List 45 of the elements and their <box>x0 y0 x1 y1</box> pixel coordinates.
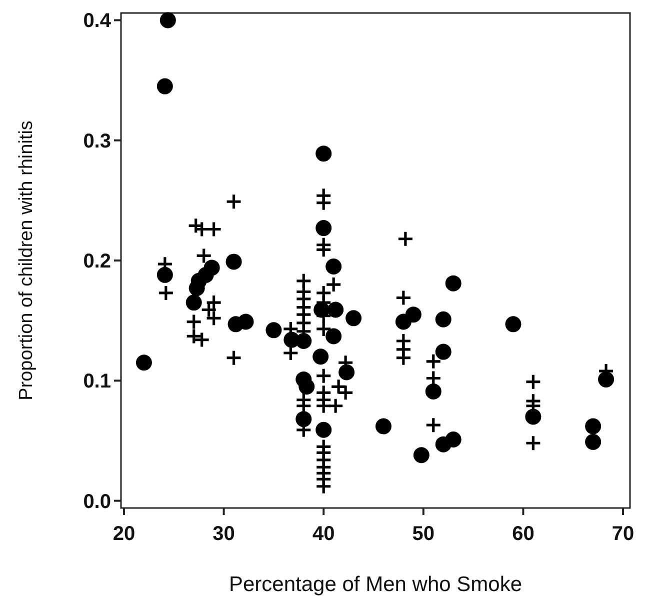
x-tick-label: 50 <box>412 523 435 545</box>
x-tick-label: 20 <box>112 523 136 545</box>
point <box>328 302 344 318</box>
point <box>375 418 392 434</box>
x-tick-label: 30 <box>212 523 235 545</box>
point <box>156 266 173 283</box>
point <box>316 146 332 162</box>
y-tick-label: 0.0 <box>83 490 111 513</box>
point <box>326 328 342 344</box>
point <box>525 408 542 425</box>
point <box>585 434 602 450</box>
point <box>316 220 332 236</box>
x-tick-label: 70 <box>612 523 634 545</box>
point <box>505 316 522 332</box>
y-axis-title: Proportion of children with rhinitis <box>16 120 37 400</box>
point <box>445 275 462 292</box>
point <box>160 12 176 28</box>
point <box>226 254 242 270</box>
x-axis-title: Percentage of Men who Smoke <box>229 573 522 596</box>
point <box>346 310 362 326</box>
y-tick-label: 0.3 <box>83 130 111 152</box>
y-tick-label: 0.1 <box>83 370 111 393</box>
point <box>296 411 312 428</box>
point <box>435 311 452 328</box>
point <box>585 418 602 434</box>
point <box>338 364 355 380</box>
point <box>266 322 282 338</box>
point <box>136 354 152 371</box>
point <box>316 422 332 438</box>
point <box>445 432 462 448</box>
point <box>425 383 442 400</box>
y-tick-label: 0.2 <box>83 250 111 272</box>
point <box>186 294 202 311</box>
y-tick-label: 0.4 <box>83 10 112 32</box>
x-tick-label: 40 <box>312 523 335 545</box>
point <box>156 78 173 94</box>
point <box>296 333 312 349</box>
point <box>405 306 422 323</box>
x-tick-label: 60 <box>512 523 534 545</box>
point <box>413 447 430 464</box>
point <box>298 378 315 395</box>
point <box>435 344 452 360</box>
point <box>326 258 342 275</box>
point <box>238 314 254 330</box>
point <box>312 348 329 365</box>
